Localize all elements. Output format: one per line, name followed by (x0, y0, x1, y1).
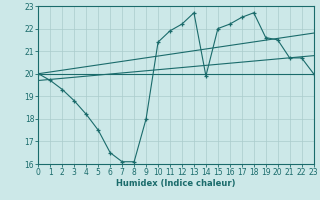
X-axis label: Humidex (Indice chaleur): Humidex (Indice chaleur) (116, 179, 236, 188)
